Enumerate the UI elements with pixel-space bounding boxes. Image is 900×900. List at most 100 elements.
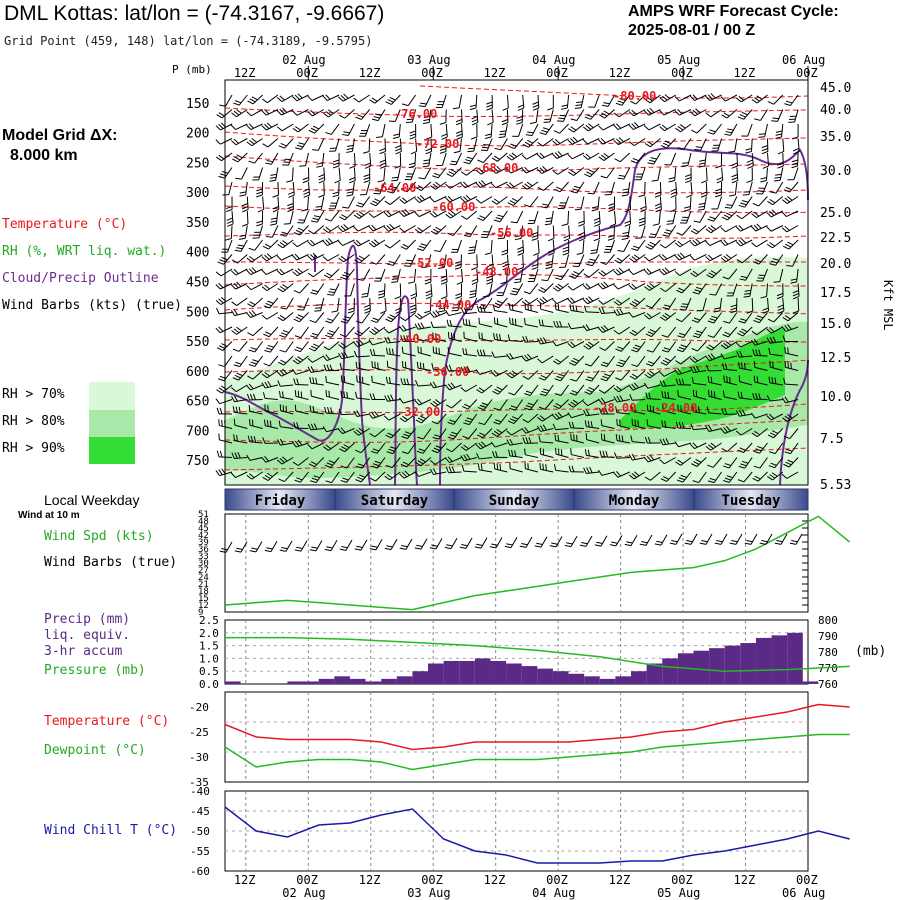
- wind-barb: [773, 268, 784, 283]
- wind-barb: [276, 456, 294, 465]
- precip-bar: [428, 663, 444, 684]
- wind-barb: [631, 239, 646, 251]
- wind-barb: [720, 341, 738, 350]
- wind-barb: [247, 94, 263, 105]
- wind-barb: [328, 196, 340, 210]
- wind-barb: [631, 341, 646, 353]
- wind-barb: [615, 341, 631, 352]
- wind-barb: [432, 346, 447, 357]
- rh90-region: [620, 328, 785, 429]
- kft-tick-10: 10.0: [820, 390, 851, 405]
- wind-panel-frame: [224, 513, 809, 613]
- wind-barb: [446, 442, 462, 453]
- wind-barb: [613, 123, 631, 131]
- wind-barb: [758, 123, 768, 138]
- wind-barb: [706, 341, 722, 351]
- wind-barb: [514, 225, 524, 241]
- surface-wind-barb: [339, 539, 353, 551]
- wind-barb: [384, 239, 401, 249]
- wind-barb: [643, 107, 661, 116]
- wind-barb: [278, 355, 294, 366]
- wind-barb: [572, 254, 585, 268]
- wind-barb: [278, 138, 294, 149]
- wind-barb: [507, 196, 524, 206]
- wind-barb: [646, 355, 661, 367]
- wind-barb: [521, 427, 539, 434]
- wind-barb: [340, 312, 355, 324]
- wind-barb: [666, 210, 677, 225]
- wind-barb: [478, 317, 493, 328]
- wind-barb: [552, 423, 569, 431]
- wind-barb: [437, 297, 447, 313]
- wind-barb: [280, 297, 294, 310]
- top-hour-label: 00Z: [671, 66, 693, 80]
- wind-barb: [674, 268, 692, 277]
- pressure-tick: 780: [818, 646, 838, 659]
- wind-barb: [324, 457, 340, 468]
- wind-barb: [767, 196, 784, 206]
- surface-wind-barb: [279, 540, 293, 552]
- wind-barb: [567, 322, 584, 330]
- wind-barb: [786, 254, 799, 267]
- surface-wind-barb: [729, 533, 743, 545]
- wind-barb: [490, 370, 508, 377]
- bottom-hour-label: 12Z: [234, 873, 256, 887]
- wind-barb: [332, 181, 340, 198]
- wind-barb: [677, 390, 692, 400]
- temperature-tick: -35: [189, 776, 209, 789]
- wind-barb: [766, 209, 784, 218]
- wind-barb: [567, 152, 585, 160]
- wind-barb: [698, 152, 707, 168]
- top-hour-label: 00Z: [796, 66, 818, 80]
- wind-barb: [432, 167, 447, 179]
- wind-barb: [316, 152, 325, 168]
- bottom-hour-label: 12Z: [484, 873, 506, 887]
- wind-barb: [370, 312, 386, 324]
- wind-barb: [362, 138, 371, 154]
- wind-barb: [388, 109, 401, 122]
- pressure-tick: 790: [818, 630, 838, 643]
- wind-barb: [509, 462, 523, 473]
- wind-barb: [659, 239, 677, 249]
- bottom-hour-label: 12Z: [609, 873, 631, 887]
- wind-barb: [324, 406, 340, 415]
- kft-tick-11: 7.5: [820, 432, 843, 447]
- wind-barb: [430, 181, 447, 190]
- wind-barb: [521, 152, 539, 160]
- wind-barb: [447, 413, 462, 425]
- wind-barb: [676, 341, 692, 353]
- wind-barb: [638, 210, 646, 227]
- pressure-line: [225, 636, 850, 672]
- wind-barb: [608, 196, 615, 212]
- wind-barb: [216, 152, 233, 162]
- wind-barb: [593, 225, 601, 242]
- legend-cloud: Cloud/Precip Outline: [2, 271, 159, 286]
- wind-barb: [628, 283, 646, 291]
- wind-barb: [416, 361, 431, 371]
- temperature-contour-label: -24.00: [654, 401, 697, 415]
- wind-barb: [307, 268, 325, 278]
- wind-barb: [310, 471, 325, 484]
- wind-barb: [721, 408, 737, 415]
- wind-barb: [447, 225, 462, 236]
- wind-barb: [447, 346, 462, 357]
- wind-barb: [646, 419, 661, 429]
- wind-barb: [369, 326, 386, 335]
- wind-barb: [247, 297, 263, 308]
- wind-barb: [252, 167, 264, 181]
- pressure-tick: 770: [818, 662, 838, 675]
- wind-barb: [292, 109, 309, 116]
- surface-wind-barb: [414, 538, 428, 550]
- wind-barb: [670, 181, 678, 198]
- wind-barb: [689, 442, 707, 450]
- wind-barb: [766, 413, 784, 421]
- temperature-contour-label: -56.00: [490, 226, 533, 240]
- wind-barb: [691, 312, 707, 323]
- wind-barb: [292, 239, 309, 248]
- wind-barb: [643, 268, 661, 275]
- precip-bar: [349, 678, 366, 684]
- wind-barb: [383, 210, 401, 218]
- wind-barb: [292, 123, 309, 133]
- wind-barb: [460, 194, 478, 203]
- wind-barb: [569, 304, 584, 313]
